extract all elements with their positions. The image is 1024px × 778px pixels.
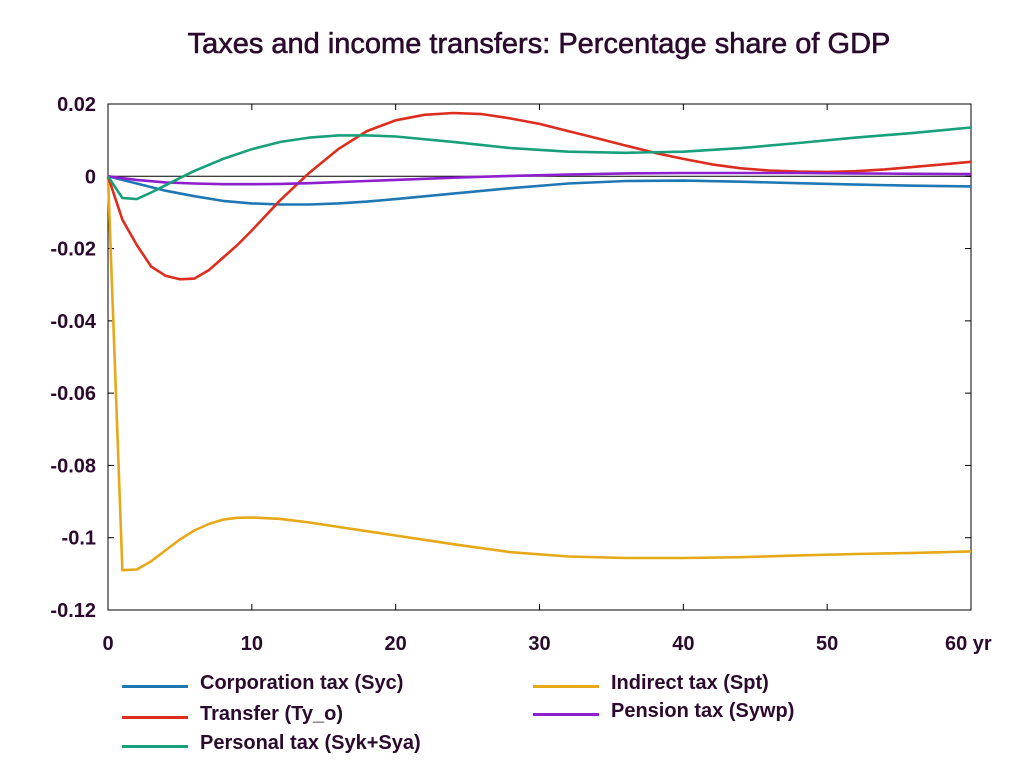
series-line-3 — [106, 111, 972, 281]
y-tick-label: -0.02 — [50, 239, 96, 261]
chart-title: Taxes and income transfers: Percentage s… — [187, 28, 891, 61]
x-tick-label: 0 — [102, 633, 113, 655]
series-line-1 — [107, 175, 972, 206]
y-tick-label: -0.08 — [50, 455, 96, 477]
x-tick-label: 20 — [385, 633, 407, 655]
y-tick-label: 0 — [85, 166, 96, 188]
x-tick-label: 50 — [816, 633, 838, 655]
series-line-4 — [107, 171, 972, 186]
legend-label: Pension tax (Sywp) — [611, 700, 795, 722]
axes: 0.02 0 -0.02 -0.04 -0.06 -0.08 -0.1 -0.12 0 10 20 3… — [50, 94, 992, 655]
legend-swatch — [122, 745, 188, 748]
legend-label: Transfer (Ty_o) — [200, 703, 343, 725]
y-tick-label: -0.12 — [50, 600, 96, 622]
series-line-5 — [106, 126, 972, 201]
x-tick-label: 10 — [241, 633, 263, 655]
x-tick-label: 30 — [528, 633, 550, 655]
y-tick-label: -0.04 — [50, 311, 96, 333]
legend-label: Indirect tax (Spt) — [611, 672, 769, 694]
plot-frame — [107, 103, 972, 611]
series-layer — [106, 111, 972, 572]
legend-swatch — [122, 685, 188, 688]
legend-label: Personal tax (Syk+Sya) — [200, 732, 421, 754]
legend-swatch — [533, 713, 599, 716]
y-tick-label: -0.06 — [50, 383, 96, 405]
legend-label: Corporation tax (Syc) — [200, 672, 404, 694]
legend-swatch — [122, 716, 188, 719]
line-chart: 0.02 0 -0.02 -0.04 -0.06 -0.08 -0.1 -0.12 0 10 20 3… — [50, 94, 992, 655]
y-tick-label: -0.1 — [62, 528, 96, 550]
legend-swatch — [533, 685, 599, 688]
x-tick-label: 40 — [672, 633, 694, 655]
series-line-2 — [106, 176, 972, 572]
y-tick-label: 0.02 — [57, 94, 96, 116]
x-tick-label: 60 yr — [945, 633, 992, 655]
